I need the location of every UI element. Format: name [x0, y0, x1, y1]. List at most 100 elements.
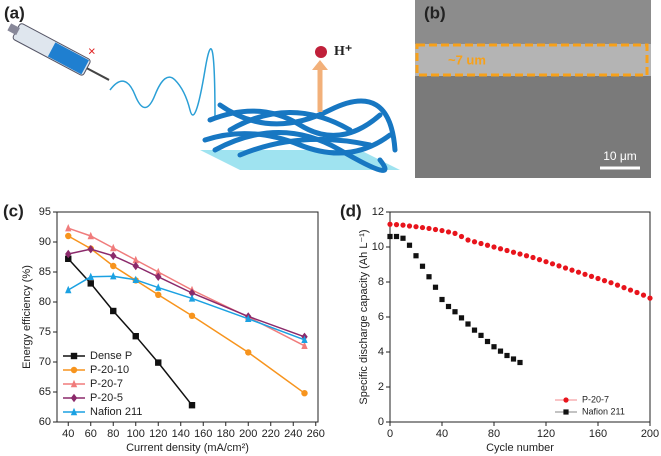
- marker: [504, 352, 510, 359]
- marker: [452, 230, 458, 236]
- marker: [155, 359, 162, 366]
- marker: [510, 356, 517, 362]
- y-tick-label: 8: [378, 276, 384, 288]
- marker: [569, 267, 575, 273]
- marker: [406, 242, 413, 248]
- legend-marker: [70, 379, 78, 388]
- series-line: [67, 235, 305, 394]
- series-line: [68, 227, 305, 347]
- legend-marker: [70, 352, 78, 360]
- x-tick-label: 200: [239, 428, 257, 440]
- marker: [155, 267, 162, 276]
- marker: [387, 221, 393, 227]
- y-tick-label: 4: [378, 346, 384, 358]
- plunger: [7, 23, 20, 36]
- marker: [87, 272, 94, 280]
- y-tick-label: 85: [39, 266, 51, 278]
- marker: [491, 344, 497, 350]
- marker: [413, 224, 419, 230]
- x-tick-label: 220: [262, 428, 280, 440]
- y-tick-label: 2: [378, 381, 384, 393]
- marker: [445, 303, 452, 310]
- x-tick-label: 0: [387, 428, 393, 440]
- marker: [640, 292, 647, 298]
- x-tick-label: 40: [62, 428, 74, 440]
- marker: [406, 223, 413, 229]
- marker: [110, 307, 117, 315]
- marker: [523, 253, 530, 259]
- marker: [132, 261, 139, 271]
- marker: [471, 327, 478, 333]
- marker: [65, 232, 72, 240]
- marker: [536, 257, 543, 263]
- series-line: [68, 248, 305, 338]
- marker: [65, 224, 72, 232]
- schematic: ×: [7, 23, 400, 173]
- series-line: [67, 275, 305, 341]
- marker: [504, 247, 510, 254]
- ion-label: H⁺: [334, 44, 352, 59]
- marker: [188, 294, 196, 302]
- marker: [634, 289, 640, 296]
- legend-marker: [70, 366, 78, 374]
- marker: [562, 265, 569, 271]
- x-tick-label: 40: [436, 428, 448, 440]
- x-tick-label: 160: [194, 428, 212, 440]
- y-tick-label: 90: [39, 236, 51, 248]
- marker: [458, 315, 465, 321]
- legend-marker: [70, 393, 78, 403]
- marker: [543, 259, 549, 265]
- fiber-mat: [202, 98, 398, 173]
- marker: [452, 309, 458, 315]
- marker: [510, 249, 517, 255]
- marker: [432, 226, 439, 233]
- y-axis-label: Specific discharge capacity (Ah L⁻¹): [358, 229, 370, 404]
- marker: [497, 348, 504, 354]
- marker: [575, 269, 582, 275]
- marker: [400, 222, 406, 228]
- sem-image: [415, 0, 651, 178]
- marker: [627, 287, 634, 293]
- marker: [301, 341, 308, 349]
- x-tick-label: 120: [149, 428, 167, 440]
- film-box: [415, 43, 649, 77]
- marker: [419, 224, 426, 231]
- marker: [465, 237, 471, 243]
- marker: [549, 261, 556, 267]
- marker: [458, 233, 465, 240]
- legend-label: Dense P: [90, 350, 132, 362]
- marker: [110, 243, 117, 252]
- x-tick-label: 260: [307, 428, 325, 440]
- marker: [400, 235, 406, 241]
- legend-label: Nafion 211: [582, 406, 625, 416]
- marker: [517, 251, 523, 257]
- legend-label: P-20-7: [90, 378, 123, 390]
- marker: [65, 285, 72, 294]
- x-tick-label: 160: [589, 428, 607, 440]
- y-tick-label: 12: [372, 206, 384, 218]
- marker: [393, 222, 400, 228]
- marker: [471, 239, 478, 245]
- marker: [439, 227, 445, 234]
- marker: [387, 233, 393, 240]
- marker: [132, 333, 139, 340]
- y-tick-label: 60: [39, 416, 51, 428]
- y-tick-label: 10: [372, 241, 384, 253]
- marker: [301, 390, 308, 397]
- legend-marker: [563, 409, 569, 415]
- marker: [65, 249, 72, 259]
- marker: [530, 254, 536, 261]
- thickness-label: ~7 um: [448, 52, 486, 67]
- marker: [484, 338, 491, 345]
- marker: [484, 242, 491, 248]
- marker: [413, 253, 419, 259]
- marker: [439, 296, 445, 303]
- marker: [188, 402, 196, 409]
- legend-label: P-20-5: [90, 392, 123, 404]
- y-tick-label: 75: [39, 326, 51, 338]
- marker: [426, 225, 432, 232]
- marker: [491, 244, 497, 250]
- marker: [87, 245, 94, 254]
- x-tick-label: 60: [85, 428, 97, 440]
